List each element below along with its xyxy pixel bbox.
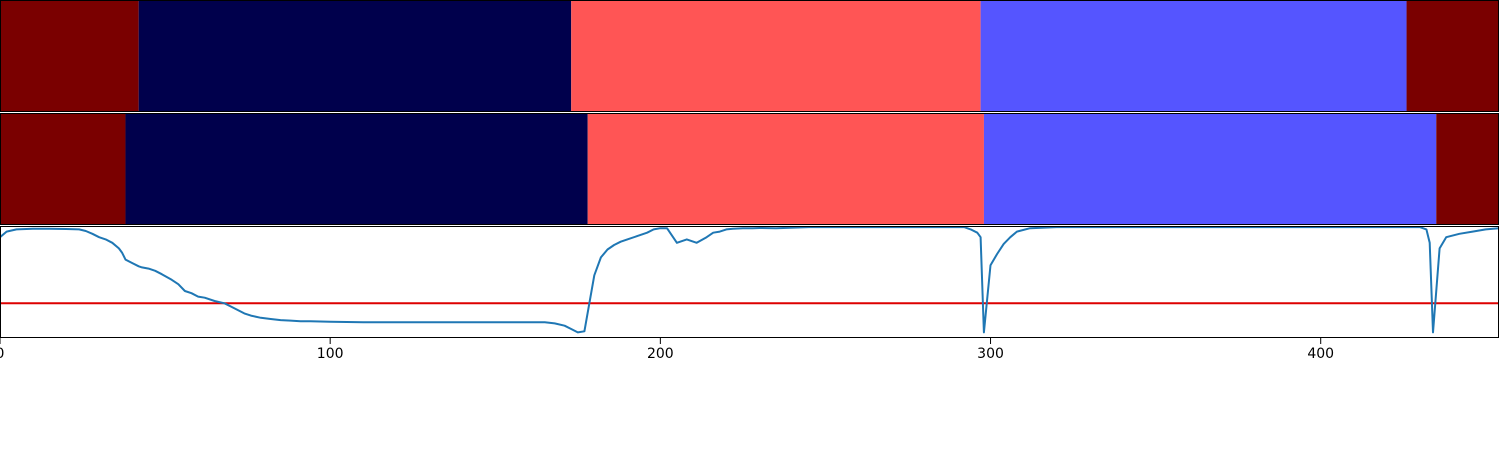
x-tick-label: 300 [977, 346, 1004, 362]
segment-bar [125, 113, 588, 225]
segment-bar [983, 113, 1437, 225]
series-line [0, 226, 1500, 334]
segment-bar [1436, 113, 1499, 225]
segment-bar [980, 0, 1407, 112]
panel-frame [0, 0, 1499, 112]
panel-frame [0, 226, 1499, 338]
segment-bar [0, 113, 126, 225]
segment-bar [587, 113, 984, 225]
segment-strip-middle [0, 113, 1499, 225]
segment-bar [1406, 0, 1499, 112]
x-tick-label: 100 [317, 346, 344, 362]
panel-frame [0, 113, 1499, 225]
line-plot-panel [0, 226, 1500, 338]
segment-strip-top [0, 0, 1499, 112]
plot-background [0, 226, 1499, 338]
x-tick-label: 0 [0, 346, 4, 362]
x-tick-label: 400 [1307, 346, 1334, 362]
x-tick-label: 200 [647, 346, 674, 362]
segment-bar [571, 0, 981, 112]
segment-bar [138, 0, 572, 112]
x-axis: 0 100 200 300 400 [0, 338, 1334, 362]
segment-bar [0, 0, 139, 112]
